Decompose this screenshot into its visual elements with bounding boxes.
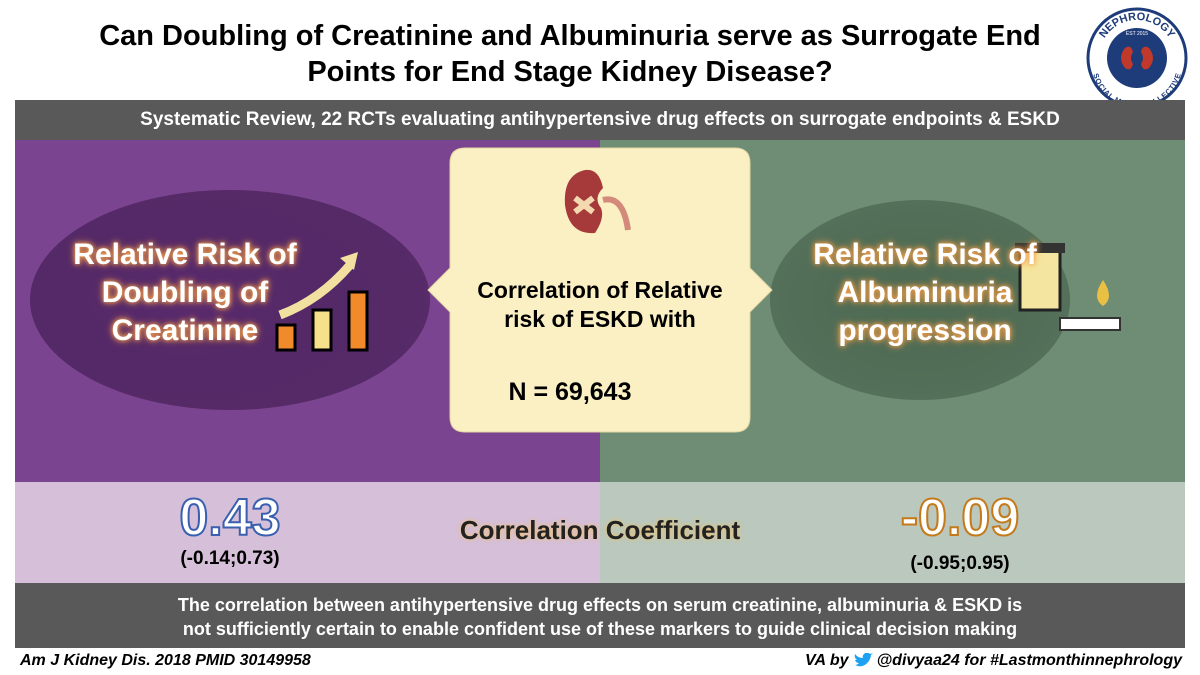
left-interval: (-0.14;0.73) [180, 548, 280, 569]
study-bar: Systematic Review, 22 RCTs evaluating an… [15, 100, 1185, 140]
credit-prefix: VA by [805, 652, 849, 669]
panels [15, 140, 1185, 583]
metric-label: Correlation Coefficient [459, 515, 741, 545]
left-label: Relative Risk of Doubling of Creatinine [73, 238, 297, 347]
left-coefficient: 0.43 [178, 488, 281, 548]
citation: Am J Kidney Dis. 2018 PMID 30149958 [20, 652, 311, 669]
logo-est: EST 2015 [1126, 31, 1148, 37]
right-label: Relative Risk of Albuminuria progression [813, 238, 1037, 347]
right-interval: (-0.95;0.95) [910, 553, 1010, 574]
right-coefficient: -0.09 [900, 488, 1021, 548]
credit: VA by @divyaa24 for #Lastmonthinnephrolo… [805, 652, 1182, 670]
sample-size: N = 69,643 [508, 378, 632, 406]
logo: NEPHROLOGY SOCIAL MEDIA COLLECTIVE EST 2… [1086, 7, 1188, 110]
twitter-icon [854, 653, 873, 667]
credit-handle: @divyaa24 for #Lastmonthinnephrology [876, 652, 1182, 669]
title: Can Doubling of Creatinine and Albuminur… [99, 20, 1041, 88]
center-label: Correlation of Relative risk of ESKD wit… [477, 277, 723, 332]
conclusion: The correlation between antihypertensive… [15, 583, 1185, 648]
